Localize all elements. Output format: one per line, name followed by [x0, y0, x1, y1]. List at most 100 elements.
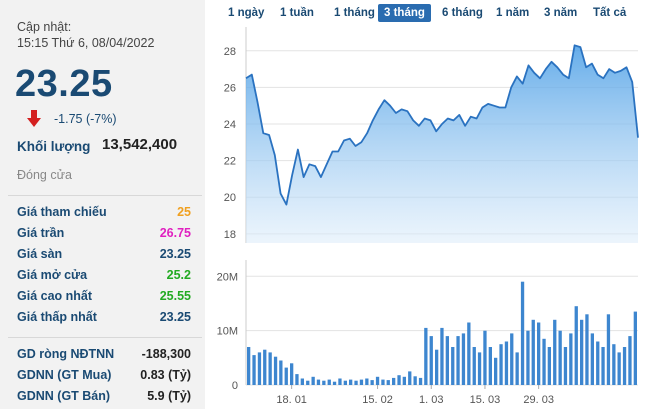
- volume-bar: [633, 311, 637, 385]
- update-time: 15:15 Thứ 6, 08/04/2022: [17, 36, 155, 50]
- volume-bar: [247, 347, 251, 385]
- volume-bar: [370, 380, 374, 385]
- volume-bar: [499, 344, 503, 385]
- volume-bar: [628, 336, 632, 385]
- volume-bar: [375, 376, 380, 385]
- volume-bar: [440, 327, 444, 385]
- volume-bar: [359, 379, 364, 385]
- volume-bar: [461, 333, 466, 385]
- tab-6-months[interactable]: 6 tháng: [442, 7, 483, 19]
- tab-1-month[interactable]: 1 tháng: [334, 7, 375, 19]
- volume-bar: [547, 347, 551, 385]
- volume-bar: [526, 330, 530, 385]
- price-tick-label: 22: [224, 156, 236, 168]
- foreign-value: -188,300: [141, 347, 191, 361]
- quote-panel: Cập nhật: 15:15 Thứ 6, 08/04/2022 23.25 …: [0, 0, 205, 409]
- volume-bar: [467, 322, 471, 385]
- volume-bar: [520, 281, 525, 385]
- volume-bar: [424, 327, 428, 385]
- price-plot-background: [212, 27, 638, 243]
- price-tick-label: 18: [224, 229, 236, 241]
- volume-bar: [612, 344, 616, 385]
- volume-bar: [273, 356, 278, 385]
- volume-bar: [558, 330, 562, 385]
- stat-label: Giá sàn: [17, 247, 63, 261]
- price-line: [245, 44, 639, 206]
- tab-3-months[interactable]: 3 tháng: [378, 4, 431, 22]
- x-tick-label: 15. 02: [362, 394, 393, 406]
- volume-bar: [386, 380, 390, 385]
- volume-bar: [483, 330, 487, 385]
- volume-bar: [494, 357, 498, 385]
- arrow-down-icon: [27, 110, 41, 127]
- volume-bar: [580, 319, 584, 385]
- volume-bar: [445, 336, 449, 385]
- volume-bar: [381, 379, 385, 385]
- stat-reference-price: Giá tham chiếu 25: [17, 205, 191, 223]
- volume-bar: [537, 322, 541, 385]
- volume-tick-label: 10M: [217, 326, 238, 338]
- volume-bar: [408, 371, 412, 385]
- foreign-value: 5.9 (Tỷ): [147, 389, 191, 403]
- volume-bar: [397, 375, 401, 385]
- current-price: 23.25: [15, 63, 113, 105]
- volume-bar: [456, 336, 460, 385]
- volume-axis-ticks: 20M 10M 0: [217, 271, 238, 392]
- stat-value: 26.75: [159, 226, 191, 240]
- stat-ceiling-price: Giá trần 26.75: [17, 226, 191, 244]
- foreign-net-trade: GD ròng NĐTNN -188,300: [17, 347, 191, 365]
- volume-bar: [585, 314, 589, 385]
- volume-bar: [504, 341, 509, 385]
- stat-value: 25.2: [166, 268, 191, 282]
- volume-bar: [311, 376, 315, 385]
- volume-bar: [349, 379, 353, 385]
- volume-bar: [451, 347, 455, 385]
- price-change: -1.75 (-7%): [54, 112, 117, 126]
- tab-1-week[interactable]: 1 tuần: [280, 7, 314, 19]
- tab-all[interactable]: Tất cả: [593, 7, 627, 19]
- volume-bar: [553, 319, 557, 385]
- divider: [8, 337, 202, 338]
- volume-bar: [332, 381, 337, 385]
- volume-bar: [354, 380, 358, 385]
- stat-high-price: Giá cao nhất 25.55: [17, 289, 191, 307]
- stat-open-price: Giá mở cửa 25.2: [17, 268, 191, 286]
- volume-bar: [300, 378, 304, 385]
- x-tick-label: 18. 01: [276, 394, 307, 406]
- volume-bar: [413, 376, 417, 385]
- update-info: Cập nhật: 15:15 Thứ 6, 08/04/2022: [17, 19, 154, 51]
- volume-bar: [510, 333, 514, 385]
- volume-bar: [295, 374, 299, 385]
- update-label: Cập nhật:: [17, 20, 72, 34]
- volume-bar: [322, 380, 326, 385]
- stat-label: Giá tham chiếu: [17, 205, 107, 219]
- volume-bars: [247, 281, 637, 385]
- stat-value: 25.55: [159, 289, 191, 303]
- volume-tick-label: 20M: [217, 271, 238, 283]
- volume-bar: [418, 377, 423, 385]
- tab-3-years[interactable]: 3 năm: [544, 7, 578, 19]
- volume-bar: [257, 352, 262, 385]
- volume-bar: [596, 341, 600, 385]
- foreign-label: GDNN (GT Mua): [17, 368, 112, 382]
- volume-bar: [569, 333, 573, 385]
- foreign-buy-value: GDNN (GT Mua) 0.83 (Tỷ): [17, 368, 191, 386]
- volume-bar: [429, 336, 433, 385]
- price-tick-label: 24: [224, 119, 236, 131]
- volume-bar: [402, 376, 406, 385]
- volume-bar: [284, 367, 288, 385]
- tab-1-year[interactable]: 1 năm: [496, 7, 530, 19]
- volume-bar: [622, 347, 627, 385]
- stat-label: Giá mở cửa: [17, 268, 88, 282]
- volume-label: Khối lượng: [17, 139, 91, 154]
- stat-label: Giá trần: [17, 226, 65, 240]
- volume-bar: [338, 378, 342, 385]
- stat-label: Giá thấp nhất: [17, 310, 97, 324]
- price-tick-label: 20: [224, 192, 236, 204]
- stat-value: 23.25: [159, 310, 191, 324]
- price-tick-label: 28: [224, 46, 236, 58]
- volume-bar: [601, 347, 605, 385]
- tab-1-day[interactable]: 1 ngày: [228, 7, 265, 19]
- x-tick-label: 29. 03: [523, 394, 554, 406]
- foreign-sell-value: GDNN (GT Bán) 5.9 (Tỷ): [17, 389, 191, 407]
